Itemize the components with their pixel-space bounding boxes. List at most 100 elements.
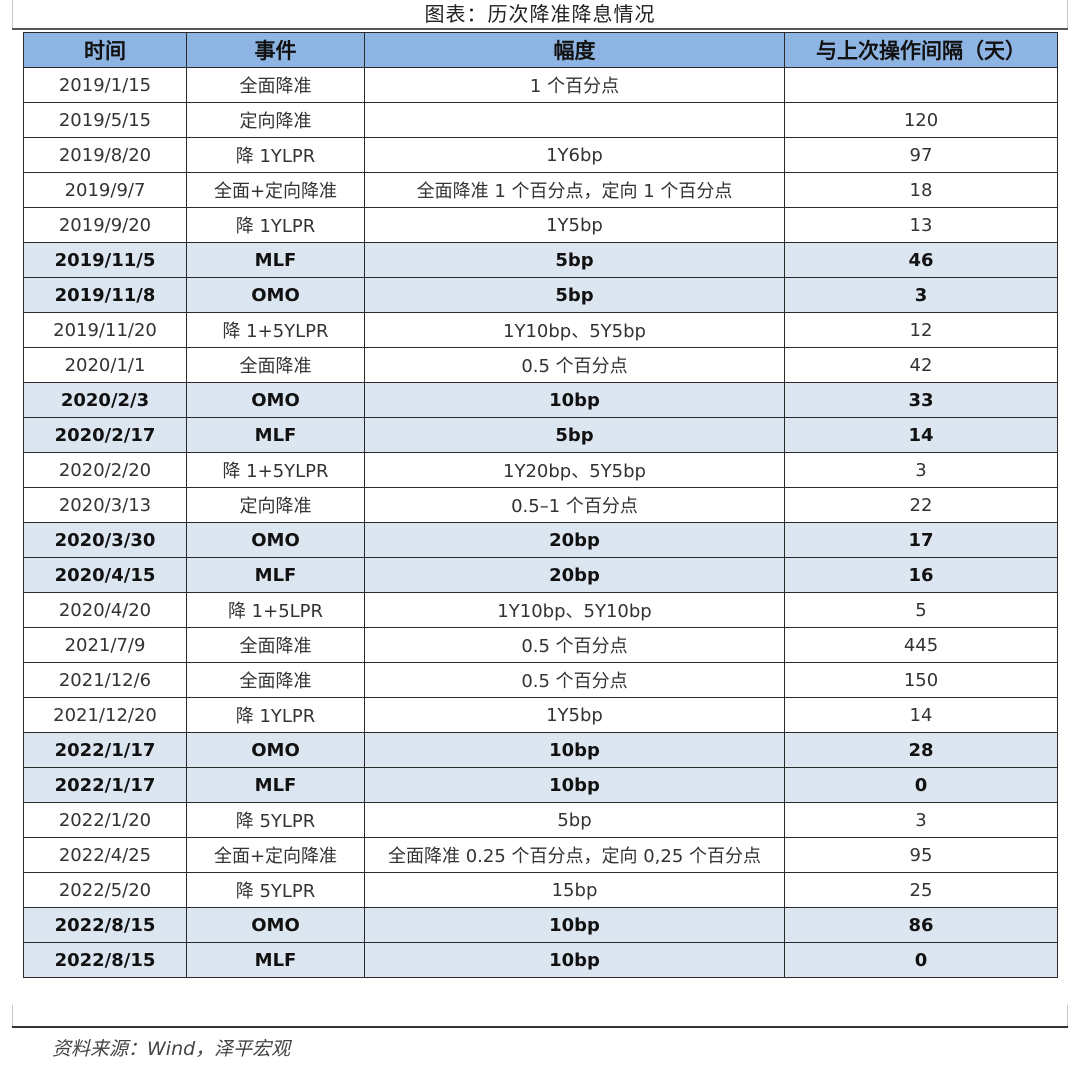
cell-amount: 5bp (364, 242, 785, 278)
cell-date: 2022/1/17 (23, 767, 187, 803)
table-row: 2019/11/8 OMO 5bp 3 (23, 277, 1058, 313)
cell-amount (364, 102, 785, 138)
rate-cut-table: 时间 事件 幅度 与上次操作间隔（天） 2019/1/15 全面降准 1 个百分点 2… (23, 32, 1058, 978)
frame-line-left-bottom (12, 1005, 13, 1027)
cell-date: 2022/1/17 (23, 732, 187, 768)
cell-interval: 150 (784, 662, 1058, 698)
cell-event: OMO (186, 522, 365, 558)
table-row: 2020/4/15 MLF 20bp 16 (23, 557, 1058, 593)
cell-interval: 18 (784, 172, 1058, 208)
table-row: 2022/4/25 全面+定向降准 全面降准 0.25 个百分点，定向 0,25 个… (23, 837, 1058, 873)
cell-amount: 1 个百分点 (364, 67, 785, 103)
cell-date: 2022/1/20 (23, 802, 187, 838)
table-row: 2022/8/15 OMO 10bp 86 (23, 907, 1058, 943)
cell-interval: 5 (784, 592, 1058, 628)
table-row: 2020/2/20 降 1+5YLPR 1Y20bp、5Y5bp 3 (23, 452, 1058, 488)
cell-interval: 46 (784, 242, 1058, 278)
cell-amount: 1Y10bp、5Y5bp (364, 312, 785, 348)
cell-amount: 10bp (364, 767, 785, 803)
cell-date: 2019/11/20 (23, 312, 187, 348)
cell-interval: 13 (784, 207, 1058, 243)
header-row: 时间 事件 幅度 与上次操作间隔（天） (23, 32, 1058, 68)
table-title: 图表：历次降准降息情况 (424, 2, 656, 26)
table-header: 时间 事件 幅度 与上次操作间隔（天） (23, 32, 1058, 68)
cell-date: 2020/4/20 (23, 592, 187, 628)
table-row: 2021/12/6 全面降准 0.5 个百分点 150 (23, 662, 1058, 698)
cell-amount: 全面降准 1 个百分点，定向 1 个百分点 (364, 172, 785, 208)
table-row: 2019/11/20 降 1+5YLPR 1Y10bp、5Y5bp 12 (23, 312, 1058, 348)
table-row: 2019/5/15 定向降准 120 (23, 102, 1058, 138)
cell-event: 定向降准 (186, 102, 365, 138)
cell-event: 降 1YLPR (186, 137, 365, 173)
cell-event: 降 1YLPR (186, 207, 365, 243)
cell-interval: 0 (784, 767, 1058, 803)
cell-interval: 17 (784, 522, 1058, 558)
cell-event: 降 1YLPR (186, 697, 365, 733)
cell-amount: 1Y5bp (364, 697, 785, 733)
table-row: 2019/8/20 降 1YLPR 1Y6bp 97 (23, 137, 1058, 173)
cell-amount: 0.5–1 个百分点 (364, 487, 785, 523)
table-row: 2020/2/3 OMO 10bp 33 (23, 382, 1058, 418)
cell-amount: 20bp (364, 522, 785, 558)
cell-date: 2022/5/20 (23, 872, 187, 908)
cell-interval: 3 (784, 452, 1058, 488)
cell-date: 2022/8/15 (23, 907, 187, 943)
table-row: 2020/3/30 OMO 20bp 17 (23, 522, 1058, 558)
cell-date: 2019/9/7 (23, 172, 187, 208)
cell-date: 2020/3/30 (23, 522, 187, 558)
cell-event: 降 5YLPR (186, 802, 365, 838)
table-row: 2019/1/15 全面降准 1 个百分点 (23, 67, 1058, 103)
cell-interval: 86 (784, 907, 1058, 943)
cell-date: 2019/11/8 (23, 277, 187, 313)
cell-interval: 12 (784, 312, 1058, 348)
cell-event: 定向降准 (186, 487, 365, 523)
frame-line-right (1067, 0, 1068, 28)
table-row: 2021/12/20 降 1YLPR 1Y5bp 14 (23, 697, 1058, 733)
cell-interval: 16 (784, 557, 1058, 593)
cell-amount: 15bp (364, 872, 785, 908)
cell-amount: 1Y10bp、5Y10bp (364, 592, 785, 628)
cell-event: 全面+定向降准 (186, 837, 365, 873)
cell-event: MLF (186, 942, 365, 978)
cell-event: MLF (186, 417, 365, 453)
cell-event: 全面降准 (186, 627, 365, 663)
table-row: 2022/1/17 OMO 10bp 28 (23, 732, 1058, 768)
cell-event: 降 1+5YLPR (186, 312, 365, 348)
cell-date: 2019/8/20 (23, 137, 187, 173)
header-date: 时间 (23, 32, 187, 68)
cell-amount: 0.5 个百分点 (364, 347, 785, 383)
cell-interval: 95 (784, 837, 1058, 873)
table-row: 2020/2/17 MLF 5bp 14 (23, 417, 1058, 453)
cell-interval: 28 (784, 732, 1058, 768)
cell-amount: 5bp (364, 277, 785, 313)
cell-amount: 0.5 个百分点 (364, 627, 785, 663)
table-row: 2021/7/9 全面降准 0.5 个百分点 445 (23, 627, 1058, 663)
cell-date: 2019/9/20 (23, 207, 187, 243)
cell-date: 2019/5/15 (23, 102, 187, 138)
cell-amount: 1Y6bp (364, 137, 785, 173)
table-row: 2020/1/1 全面降准 0.5 个百分点 42 (23, 347, 1058, 383)
footer-rule (12, 1026, 1068, 1028)
cell-date: 2020/2/17 (23, 417, 187, 453)
table-row: 2019/9/7 全面+定向降准 全面降准 1 个百分点，定向 1 个百分点 18 (23, 172, 1058, 208)
cell-date: 2020/1/1 (23, 347, 187, 383)
cell-event: 降 5YLPR (186, 872, 365, 908)
cell-amount: 10bp (364, 382, 785, 418)
cell-date: 2020/4/15 (23, 557, 187, 593)
cell-event: 降 1+5LPR (186, 592, 365, 628)
table-row: 2022/8/15 MLF 10bp 0 (23, 942, 1058, 978)
table-row: 2022/1/20 降 5YLPR 5bp 3 (23, 802, 1058, 838)
table-row: 2020/4/20 降 1+5LPR 1Y10bp、5Y10bp 5 (23, 592, 1058, 628)
cell-event: OMO (186, 907, 365, 943)
frame-line-right-bottom (1067, 1005, 1068, 1027)
cell-date: 2021/12/20 (23, 697, 187, 733)
header-interval: 与上次操作间隔（天） (784, 32, 1058, 68)
cell-interval: 97 (784, 137, 1058, 173)
cell-event: OMO (186, 382, 365, 418)
cell-amount: 0.5 个百分点 (364, 662, 785, 698)
cell-date: 2021/7/9 (23, 627, 187, 663)
table-row: 2022/1/17 MLF 10bp 0 (23, 767, 1058, 803)
title-rule (12, 28, 1068, 30)
cell-interval: 33 (784, 382, 1058, 418)
cell-event: MLF (186, 242, 365, 278)
